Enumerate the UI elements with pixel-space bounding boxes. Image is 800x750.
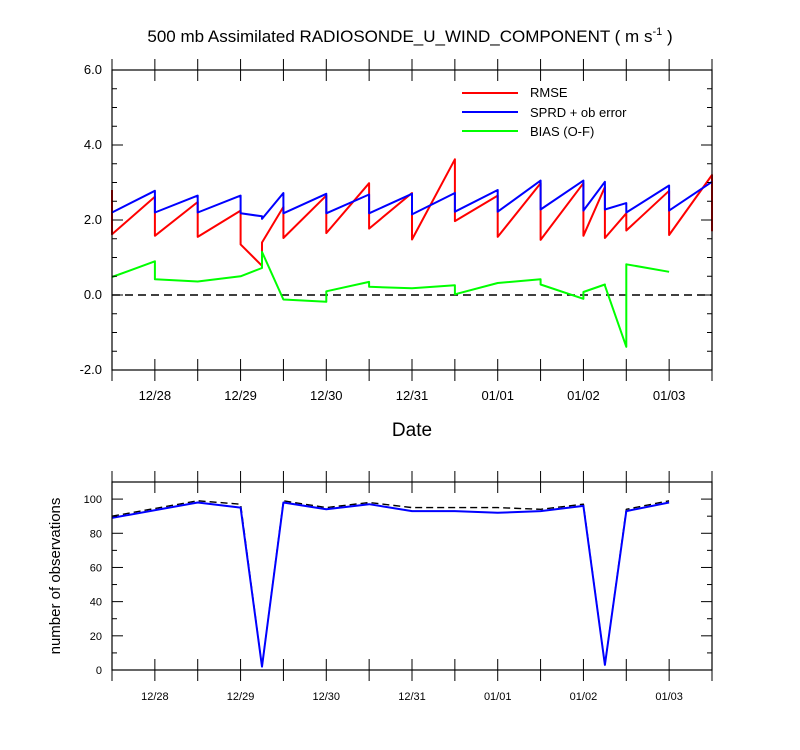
bottom-yaxis-label: number of observations	[47, 498, 64, 655]
top-panel: -2.0 0.0 2.0 4.0 6.0 12/28 12/29 12/30 12/31 01/0…	[80, 59, 713, 441]
top-ytick-label: 2.0	[84, 212, 102, 227]
top-xtick-label: 01/02	[567, 388, 600, 403]
bottom-ytick-label: 20	[90, 631, 102, 643]
chart-title-main: 500 mb Assimilated RADIOSONDE_U_WIND_COM…	[147, 27, 652, 46]
legend-label-sprd: SPRD + ob error	[530, 105, 627, 120]
top-xaxis-label: Date	[392, 420, 432, 441]
legend: RMSE SPRD + ob error BIAS (O-F)	[462, 85, 627, 139]
bottom-ytick-label: 40	[90, 597, 102, 609]
top-xtick-label: 01/03	[653, 388, 686, 403]
top-xtick-label: 12/28	[139, 388, 172, 403]
legend-label-rmse: RMSE	[530, 85, 568, 100]
bottom-xtick-label: 12/28	[141, 691, 169, 703]
bottom-ytick-label: 60	[90, 562, 102, 574]
top-series-group	[111, 158, 713, 348]
bottom-xtick-label: 12/31	[398, 691, 426, 703]
top-series-sprd-ob-error	[111, 179, 713, 220]
top-ytick-label: 4.0	[84, 137, 102, 152]
bottom-ytick-label: 100	[84, 494, 102, 506]
top-ticks-group: -2.0 0.0 2.0 4.0 6.0 12/28 12/29 12/30 12/31 01/0…	[80, 59, 713, 403]
top-ytick-label: 6.0	[84, 62, 102, 77]
bottom-xtick-label: 12/30	[313, 691, 341, 703]
bottom-series-group	[111, 500, 670, 668]
bottom-xtick-label: 01/02	[570, 691, 598, 703]
bottom-ticks-group: 0 20 40 60 80 100 12/28 12/29 12/30 12/31 01/01 01/…	[84, 471, 713, 703]
top-xtick-label: 12/30	[310, 388, 343, 403]
top-ytick-label: -2.0	[80, 362, 102, 377]
top-xtick-label: 12/31	[396, 388, 429, 403]
bottom-xtick-label: 12/29	[227, 691, 255, 703]
bottom-ytick-label: 80	[90, 528, 102, 540]
bottom-panel: 0 20 40 60 80 100 12/28 12/29 12/30 12/31 01/01 01/…	[47, 471, 713, 703]
top-xtick-label: 01/01	[481, 388, 514, 403]
legend-label-bias: BIAS (O-F)	[530, 124, 594, 139]
top-xtick-label: 12/29	[224, 388, 257, 403]
bottom-xtick-label: 01/03	[655, 691, 683, 703]
top-ytick-label: 0.0	[84, 287, 102, 302]
chart-title: 500 mb Assimilated RADIOSONDE_U_WIND_COM…	[147, 26, 672, 46]
top-series-bias-o-f	[111, 250, 670, 348]
chart-title-exponent: -1	[652, 26, 662, 38]
top-series-rmse	[111, 158, 713, 267]
bottom-series-series-1	[111, 501, 670, 668]
bottom-xtick-label: 01/01	[484, 691, 512, 703]
chart-title-close: )	[662, 27, 672, 46]
bottom-ytick-label: 0	[96, 665, 102, 677]
